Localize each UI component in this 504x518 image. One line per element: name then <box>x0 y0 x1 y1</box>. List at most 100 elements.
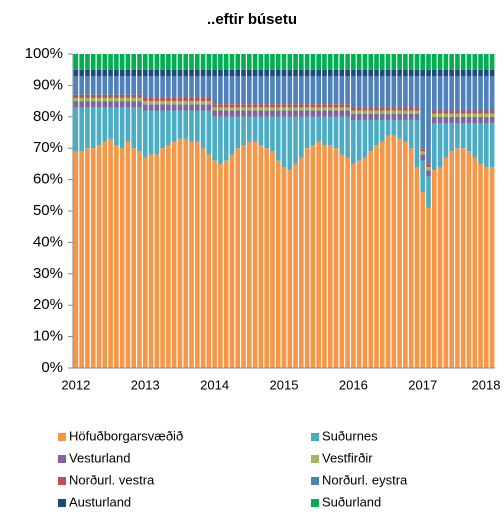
bar-segment <box>258 145 264 368</box>
bar-segment <box>102 94 108 98</box>
bar-segment <box>472 123 478 158</box>
bar-segment <box>125 69 131 76</box>
bar-segment <box>183 69 189 76</box>
bar-segment <box>316 69 321 76</box>
legend-label: Austurland <box>69 494 131 509</box>
bar-segment <box>443 110 449 114</box>
bar-segment <box>108 54 113 70</box>
bar-segment <box>90 97 96 102</box>
bar-segment <box>171 101 177 105</box>
bar-segment <box>316 110 321 117</box>
bar-segment <box>85 101 90 108</box>
bar-segment <box>304 69 310 76</box>
bar-segment <box>137 54 142 70</box>
bar-segment <box>304 116 310 149</box>
bar-segment <box>264 104 269 108</box>
bar-segment <box>403 119 408 142</box>
bar-segment <box>206 104 212 111</box>
bar-segment <box>108 75 113 95</box>
y-tick-label: 20% <box>33 296 63 313</box>
legend-label: Höfuðborgarsvæðið <box>69 428 183 443</box>
bar-segment <box>108 69 113 76</box>
bar-segment <box>223 160 229 368</box>
bar-segment <box>322 104 327 108</box>
bar-segment <box>142 75 148 98</box>
bar-segment <box>200 97 206 102</box>
bar-segment <box>356 160 362 368</box>
bar-segment <box>252 141 258 368</box>
bar-segment <box>345 157 350 368</box>
bar-segment <box>351 69 356 76</box>
bar-segment <box>85 107 90 149</box>
bar-segment <box>160 110 165 149</box>
bar-segment <box>206 69 212 76</box>
bar-segment <box>351 163 356 368</box>
bar-segment <box>189 54 194 70</box>
bar-segment <box>426 167 431 171</box>
bar-segment <box>142 101 148 105</box>
legend-swatch <box>58 455 66 463</box>
bar-segment <box>293 116 298 164</box>
bar-segment <box>304 75 310 105</box>
bar-segment <box>154 110 160 155</box>
bar-segment <box>229 116 235 155</box>
bar-segment <box>304 54 310 70</box>
bar-segment <box>420 154 426 161</box>
bar-segment <box>345 75 350 105</box>
bar-segment <box>466 151 472 368</box>
bar-segment <box>333 110 339 117</box>
bar-segment <box>327 110 333 117</box>
bar-segment <box>166 54 171 70</box>
bar-segment <box>264 75 269 105</box>
bar-segment <box>171 75 177 98</box>
y-tick-label: 70% <box>33 139 63 156</box>
bar-segment <box>408 148 414 368</box>
y-tick-label: 10% <box>33 328 63 345</box>
bar-segment <box>293 110 298 117</box>
bar-segment <box>391 113 397 120</box>
bar-segment <box>131 107 137 149</box>
bar-segment <box>241 110 246 117</box>
y-tick-label: 30% <box>33 265 63 282</box>
bar-segment <box>299 75 304 105</box>
bar-segment <box>437 116 443 124</box>
bar-segment <box>356 54 362 70</box>
bar-segment <box>368 113 374 120</box>
bar-segment <box>333 104 339 108</box>
bar-segment <box>379 113 385 120</box>
bar-segment <box>218 163 223 368</box>
bar-segment <box>96 94 102 98</box>
bar-segment <box>293 75 298 105</box>
bar-segment <box>322 110 327 117</box>
bar-segment <box>275 75 281 105</box>
bar-segment <box>79 97 84 102</box>
bar-segment <box>166 97 171 102</box>
bar-segment <box>200 69 206 76</box>
bar-segment <box>420 151 426 155</box>
bar-segment <box>460 54 466 70</box>
bar-segment <box>252 54 258 70</box>
bar-segment <box>166 145 171 368</box>
bar-segment <box>189 110 194 142</box>
bar-segment <box>102 141 108 368</box>
bar-segment <box>403 107 408 111</box>
bar-segment <box>437 113 443 117</box>
bar-segment <box>484 110 489 114</box>
bar-segment <box>264 69 269 76</box>
bar-segment <box>368 69 374 76</box>
bar-segment <box>160 54 165 70</box>
bar-segment <box>125 75 131 95</box>
bar-segment <box>102 101 108 108</box>
bar-segment <box>368 54 374 70</box>
bar-segment <box>137 151 142 368</box>
bar-segment <box>466 110 472 114</box>
bar-segment <box>403 113 408 120</box>
bar-segment <box>489 116 495 124</box>
bar-segment <box>310 54 316 70</box>
bar-segment <box>449 69 454 76</box>
bar-segment <box>142 69 148 76</box>
bar-segment <box>206 154 212 368</box>
bar-segment <box>270 69 275 76</box>
bar-segment <box>229 107 235 111</box>
